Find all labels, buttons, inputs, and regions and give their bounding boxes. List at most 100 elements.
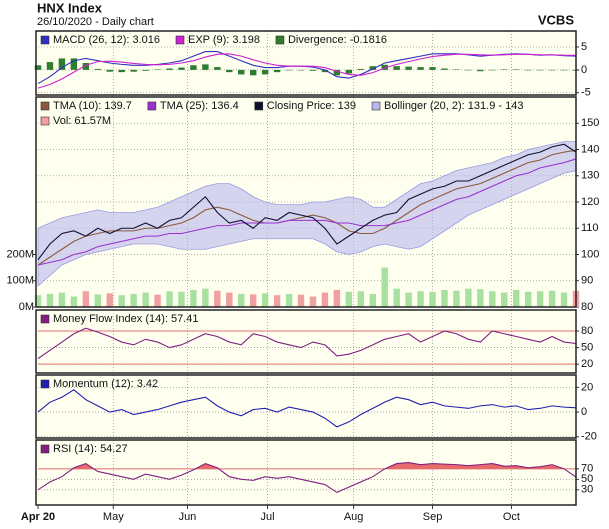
bar	[273, 69, 281, 73]
bar	[429, 67, 436, 70]
y-tick-label: 70	[581, 463, 593, 475]
x-tick-label: Jun	[179, 511, 197, 523]
bar	[321, 292, 329, 307]
y-tick-label: 140	[581, 143, 599, 155]
bar	[46, 293, 54, 307]
bar	[202, 288, 209, 307]
bar	[70, 296, 78, 307]
legend-swatch	[40, 116, 50, 126]
bar	[297, 69, 305, 71]
y-tick-label: 150	[581, 117, 599, 129]
bar	[501, 69, 508, 70]
legend-label: Bollinger (20, 2): 131.9 - 143	[384, 100, 523, 112]
bar	[261, 69, 269, 75]
chart-title: HNX Index	[37, 0, 103, 15]
bar	[309, 69, 317, 71]
legend-swatch	[275, 35, 285, 45]
bar	[357, 68, 365, 70]
y-tick-label: -20	[581, 431, 597, 443]
bar	[560, 69, 568, 71]
bar	[536, 291, 544, 307]
bar	[489, 69, 496, 71]
x-tick-label: Oct	[503, 511, 520, 523]
panel-frame	[35, 30, 577, 96]
bar	[166, 291, 173, 307]
bar	[70, 58, 78, 70]
y-tick-label: 120	[581, 196, 599, 208]
legend-swatch	[147, 101, 157, 111]
y-tick-label: 20	[581, 358, 593, 370]
bar	[273, 295, 281, 307]
bar	[106, 293, 113, 307]
bar	[142, 292, 149, 307]
bar	[46, 62, 54, 70]
bar	[226, 292, 233, 307]
panel-frame	[35, 439, 577, 506]
bar	[441, 68, 448, 70]
bar	[309, 296, 317, 307]
legend-swatch	[40, 314, 50, 324]
y-tick-label: 50	[581, 341, 593, 353]
bar	[82, 291, 90, 307]
x-tick-label: Jul	[261, 511, 275, 523]
bar	[465, 288, 472, 307]
panel-background	[36, 310, 576, 373]
bar	[154, 294, 161, 307]
bar	[429, 291, 436, 307]
bar	[489, 291, 496, 307]
bar	[393, 66, 400, 70]
bar	[118, 295, 125, 307]
legend-label: Money Flow Index (14): 57.41	[53, 313, 199, 325]
y2-tick-label: 0M	[19, 301, 34, 313]
y-tick-label: 0	[581, 406, 587, 418]
bar	[178, 67, 185, 70]
panel-background	[36, 440, 576, 505]
legend-label: MACD (26, 12): 3.016	[53, 34, 160, 46]
y2-tick-label: 100M	[6, 275, 34, 287]
panel-background	[36, 375, 576, 438]
legend-label: RSI (14): 54.27	[53, 443, 128, 455]
bar	[381, 267, 388, 307]
bar	[214, 67, 221, 70]
bar	[381, 64, 388, 70]
y-tick-label: 130	[581, 170, 599, 182]
bar	[548, 290, 556, 307]
x-tick-label: May	[103, 511, 124, 523]
bar	[285, 293, 293, 307]
bar	[477, 289, 484, 307]
bar	[249, 69, 257, 76]
y-tick-label: 80	[581, 325, 593, 337]
x-tick-label: Apr 20	[21, 511, 55, 523]
bar	[441, 289, 448, 307]
bar	[190, 289, 197, 307]
series-line	[37, 461, 577, 494]
series-line	[37, 158, 577, 266]
bar	[548, 69, 556, 71]
bar	[369, 293, 376, 307]
panel-frame	[35, 96, 577, 308]
bar	[524, 69, 532, 71]
bar	[249, 294, 257, 307]
bar	[166, 68, 173, 70]
bar	[453, 290, 460, 307]
legend-label: TMA (10): 139.7	[53, 100, 132, 112]
series-line	[37, 53, 577, 89]
legend-label: EXP (9): 3.198	[188, 34, 260, 46]
bar	[94, 68, 101, 70]
bar	[142, 69, 149, 71]
y-tick-label: 5	[581, 41, 587, 53]
bar	[536, 69, 544, 71]
bar	[106, 69, 113, 72]
y-tick-label: -5	[581, 87, 591, 99]
bar	[34, 295, 42, 307]
bar	[238, 293, 245, 307]
y-tick-label: 80	[581, 301, 593, 313]
y-tick-label: 30	[581, 484, 593, 496]
bar	[345, 291, 353, 307]
x-tick-label: Sep	[423, 511, 443, 523]
y-tick-label: 0	[581, 64, 587, 76]
bar	[202, 64, 209, 70]
bar	[405, 66, 412, 70]
legend-swatch	[40, 35, 50, 45]
panel-frame	[35, 309, 577, 374]
